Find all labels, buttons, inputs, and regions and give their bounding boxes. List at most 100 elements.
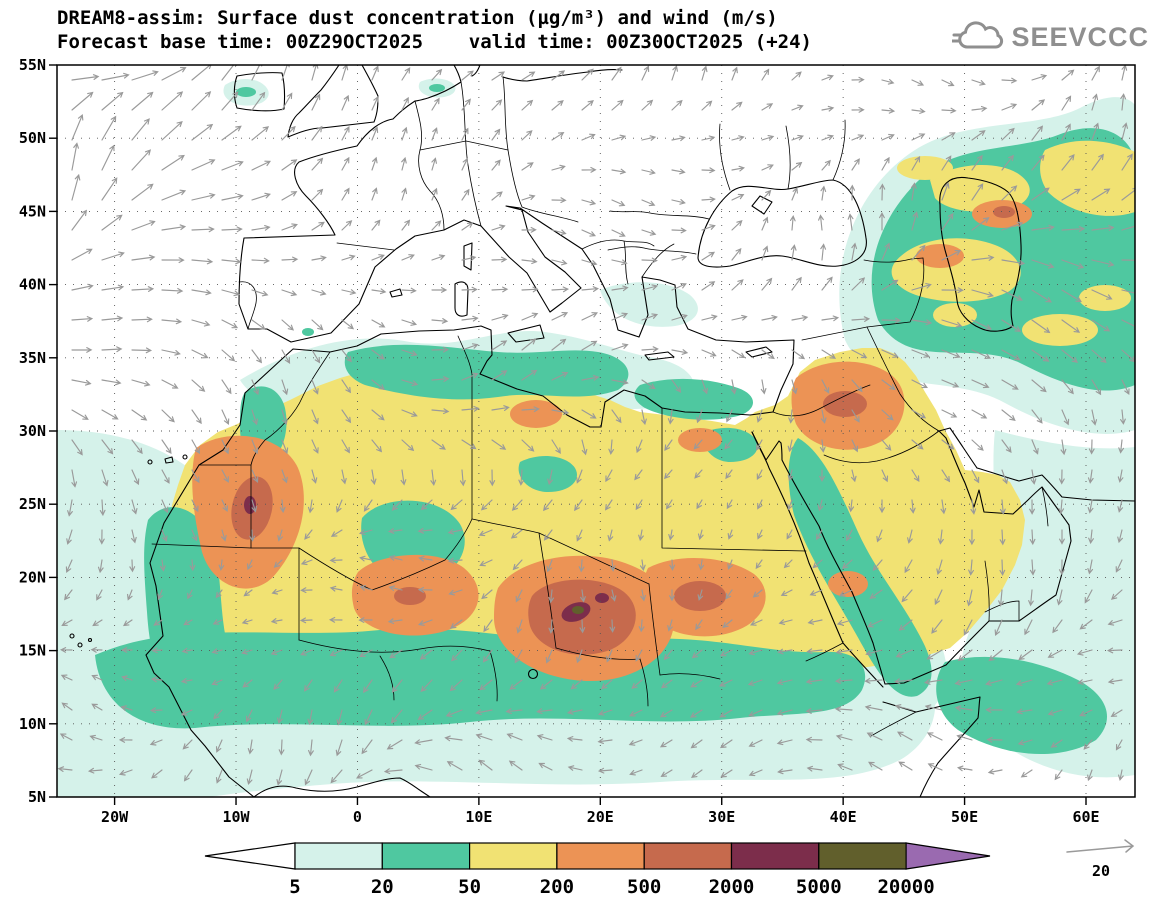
- wind-arrow: [131, 286, 155, 292]
- wind-arrow: [1016, 708, 1033, 715]
- wind-arrow: [120, 705, 133, 711]
- wind-arrow: [641, 199, 656, 207]
- wind-arrow: [251, 349, 263, 364]
- wind-arrow: [641, 257, 658, 264]
- wind-arrow: [71, 173, 81, 201]
- wind-arrow: [191, 529, 198, 542]
- wind-arrow: [667, 619, 673, 632]
- wind-arrow: [1091, 65, 1100, 81]
- wind-arrow: [1054, 769, 1063, 781]
- wind-arrow: [1091, 122, 1100, 141]
- wind-arrow: [101, 346, 123, 353]
- wind-arrow: [787, 499, 793, 511]
- wind-arrow: [383, 768, 403, 775]
- wind-arrow: [881, 242, 890, 261]
- wind-arrow: [461, 222, 474, 231]
- wind-arrow: [581, 312, 599, 321]
- wind-arrow: [273, 679, 283, 691]
- wind-arrow: [419, 649, 433, 660]
- wind-arrow: [371, 95, 379, 111]
- wind-arrow: [329, 557, 343, 564]
- wind-arrow: [101, 177, 118, 201]
- wind-arrow: [671, 65, 678, 81]
- wind-arrow: [731, 165, 746, 172]
- coastline: [527, 668, 539, 680]
- wind-arrow: [1050, 739, 1063, 748]
- wind-arrow: [121, 647, 133, 653]
- seevccc-logo: SEEVCCC: [952, 20, 1149, 54]
- wind-arrow: [1001, 349, 1021, 361]
- wind-arrow: [866, 732, 883, 741]
- wind-arrow: [954, 705, 973, 712]
- axis-ticks: [49, 64, 1087, 805]
- wind-arrow: [418, 555, 433, 562]
- wind-arrow: [666, 499, 673, 510]
- wind-arrow: [941, 182, 950, 201]
- wind-arrow: [67, 499, 73, 517]
- wind-arrow: [461, 98, 471, 111]
- wind-arrow: [480, 499, 493, 511]
- wind-arrow: [1088, 529, 1094, 545]
- wind-arrow: [251, 319, 266, 330]
- wind-arrow: [461, 315, 479, 322]
- wind-arrow: [221, 91, 239, 111]
- wind-arrow: [431, 97, 440, 111]
- wind-arrow: [791, 186, 798, 201]
- wind-arrow: [101, 91, 124, 111]
- country-border: [719, 119, 846, 191]
- wind-arrow: [581, 409, 597, 419]
- wind-arrow: [1018, 649, 1033, 661]
- wind-arrow: [311, 125, 323, 141]
- dust-contour-region: [897, 156, 953, 180]
- wind-arrow: [605, 499, 613, 511]
- wind-arrow: [341, 439, 350, 454]
- wind-arrow: [1031, 259, 1055, 269]
- wind-arrow: [336, 709, 343, 726]
- wind-arrow: [547, 469, 553, 486]
- wind-arrow: [371, 219, 381, 231]
- wind-arrow: [215, 739, 223, 753]
- wind-arrow: [911, 211, 919, 231]
- lat-tick-label: 20N: [19, 568, 46, 586]
- wind-arrow: [581, 375, 600, 381]
- wind-arrow: [131, 469, 140, 486]
- wind-arrow: [1047, 709, 1063, 716]
- wind-arrow: [401, 254, 415, 261]
- wind-arrow: [1031, 439, 1039, 455]
- wind-arrow: [567, 765, 583, 771]
- wind-arrow: [221, 319, 239, 329]
- wind-arrow: [725, 469, 733, 480]
- wind-arrow: [1031, 349, 1050, 362]
- wind-arrow: [161, 469, 170, 484]
- colorbar-label: 20: [371, 876, 394, 898]
- wind-arrow: [907, 529, 913, 544]
- wind-arrow: [609, 559, 616, 572]
- wind-arrow: [161, 189, 187, 201]
- coastline: [745, 346, 773, 358]
- wind-arrow: [161, 529, 168, 543]
- country-border: [502, 76, 523, 208]
- wind-reference: 20: [1066, 839, 1135, 880]
- wind-arrow: [521, 369, 538, 381]
- wind-arrow: [846, 529, 853, 542]
- wind-arrow: [731, 279, 744, 291]
- coastline: [454, 281, 469, 317]
- wind-arrow: [87, 767, 103, 774]
- wind-arrow: [281, 256, 299, 263]
- wind-arrow: [850, 469, 857, 483]
- colorbar-label: 200: [540, 876, 574, 898]
- wind-arrow: [271, 588, 283, 595]
- wind-arrow: [731, 247, 742, 261]
- wind-arrow: [776, 709, 793, 716]
- wind-arrow: [482, 649, 493, 663]
- wind-arrow: [776, 739, 793, 746]
- wind-arrow: [276, 769, 283, 786]
- wind-arrow: [475, 733, 493, 741]
- wind-arrow: [660, 679, 673, 689]
- wind-arrow: [966, 589, 973, 607]
- dust-contour-region: [933, 303, 977, 327]
- wind-arrow: [401, 349, 418, 357]
- wind-arrow: [371, 65, 379, 81]
- wind-arrow: [576, 529, 583, 542]
- wind-arrow: [791, 315, 809, 321]
